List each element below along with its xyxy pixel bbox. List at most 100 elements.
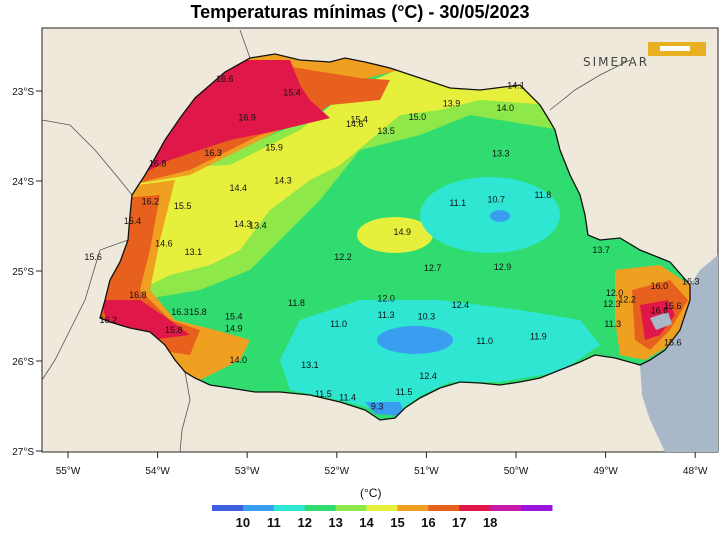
station-value: 16.3 xyxy=(171,307,189,317)
station-value: 9.3 xyxy=(371,402,384,412)
x-tick-label: 52°W xyxy=(325,466,350,477)
station-value: 12.4 xyxy=(419,371,437,381)
station-value: 13.4 xyxy=(249,221,267,231)
simepar-logo: SIMEPAR xyxy=(583,42,706,69)
station-value: 10.7 xyxy=(488,195,506,205)
legend-label: 18 xyxy=(483,515,497,530)
station-value: 15.6 xyxy=(664,338,682,348)
station-value: 15.4 xyxy=(124,216,142,226)
station-value: 12.9 xyxy=(494,262,512,272)
station-value: 13.9 xyxy=(443,98,461,108)
legend-label: 10 xyxy=(236,515,250,530)
station-value: 13.7 xyxy=(592,245,610,255)
station-value: 15.6 xyxy=(664,301,682,311)
border-line xyxy=(549,59,631,111)
station-value: 16.8 xyxy=(149,159,167,169)
y-tick-label: 23°S xyxy=(12,87,34,98)
station-value: 12.0 xyxy=(377,294,395,304)
station-value: 14.1 xyxy=(507,80,525,90)
station-value: 16.2 xyxy=(142,196,160,206)
station-value: 12.4 xyxy=(452,300,470,310)
border-line xyxy=(239,29,251,59)
station-value: 14.0 xyxy=(229,355,247,365)
y-tick-label: 25°S xyxy=(12,267,34,278)
station-value: 11.3 xyxy=(378,310,395,320)
station-value: 14.3 xyxy=(234,219,252,229)
x-tick-label: 48°W xyxy=(683,466,708,477)
station-value: 15.9 xyxy=(265,142,283,152)
station-value: 11.5 xyxy=(396,387,413,397)
station-value: 15.6 xyxy=(84,252,102,262)
legend-swatch xyxy=(366,505,398,511)
legend-swatch xyxy=(490,505,522,511)
x-tick-label: 53°W xyxy=(235,466,260,477)
station-value: 11.1 xyxy=(449,198,466,208)
station-value: 16.0 xyxy=(651,281,669,291)
legend-swatch xyxy=(304,505,337,511)
station-value: 11.9 xyxy=(530,331,547,341)
legend-label: 13 xyxy=(328,515,342,530)
legend-label: 12 xyxy=(297,515,311,530)
station-value: 12.7 xyxy=(424,263,442,273)
station-value: 11.4 xyxy=(339,393,356,403)
border-line xyxy=(41,119,133,196)
border-line xyxy=(41,239,129,381)
legend-label: 16 xyxy=(421,515,435,530)
station-value: 11.0 xyxy=(330,319,347,329)
legend-swatch xyxy=(521,505,553,511)
station-value: 15.8 xyxy=(165,325,183,335)
station-value: 14.4 xyxy=(229,183,247,193)
station-value: 15.4 xyxy=(350,115,368,125)
station-value: 13.3 xyxy=(492,149,510,159)
border-line xyxy=(179,371,191,453)
station-value: 13.1 xyxy=(301,360,319,370)
bay xyxy=(650,312,672,330)
station-value: 16.8 xyxy=(129,290,147,300)
y-tick-label: 24°S xyxy=(12,177,34,188)
legend-swatch xyxy=(273,505,306,511)
station-value: 15.8 xyxy=(189,307,207,317)
map-title: Temperaturas mínimas (°C) - 30/05/2023 xyxy=(190,2,530,22)
station-value: 11.8 xyxy=(288,298,305,308)
station-value: 13.1 xyxy=(185,247,203,257)
station-value: 14.3 xyxy=(274,176,292,186)
y-tick-label: 27°S xyxy=(12,447,34,458)
station-value: 14.9 xyxy=(225,323,243,333)
station-value: 15.0 xyxy=(409,112,427,122)
station-value: 12.0 xyxy=(606,288,624,298)
legend-swatch xyxy=(335,505,368,511)
station-value: 15.4 xyxy=(225,312,243,322)
legend-label: 17 xyxy=(452,515,466,530)
station-value: 14.6 xyxy=(346,119,364,129)
ocean xyxy=(640,255,718,452)
station-value: 16.3 xyxy=(682,277,700,287)
station-value: 14.9 xyxy=(393,227,411,237)
legend-label: 15 xyxy=(390,515,404,530)
station-value: 16.6 xyxy=(216,74,234,84)
legend-unit: (°C) xyxy=(360,486,382,500)
station-value: 10.3 xyxy=(418,312,436,322)
x-tick-label: 51°W xyxy=(414,466,439,477)
station-value: 15.5 xyxy=(174,201,192,211)
station-value: 12.2 xyxy=(618,295,636,305)
station-value: 12.3 xyxy=(603,299,621,309)
legend-swatch xyxy=(459,505,491,511)
station-value: 14.6 xyxy=(155,239,173,249)
station-value: 11.3 xyxy=(604,319,621,329)
x-tick-label: 49°W xyxy=(593,466,618,477)
station-value: 11.5 xyxy=(315,389,332,399)
x-tick-label: 50°W xyxy=(504,466,529,477)
legend-swatch xyxy=(242,505,275,511)
legend-label: 11 xyxy=(267,515,281,530)
legend-label: 14 xyxy=(359,515,374,530)
station-value: 14.0 xyxy=(496,103,514,113)
station-value: 13.5 xyxy=(377,126,395,136)
station-value: 16.2 xyxy=(100,315,118,325)
x-tick-label: 54°W xyxy=(145,466,170,477)
station-value: 16.3 xyxy=(204,148,222,158)
station-value: 11.0 xyxy=(476,336,493,346)
legend-swatch xyxy=(428,505,460,511)
legend-swatch xyxy=(397,505,429,511)
station-value: 11.8 xyxy=(534,190,551,200)
